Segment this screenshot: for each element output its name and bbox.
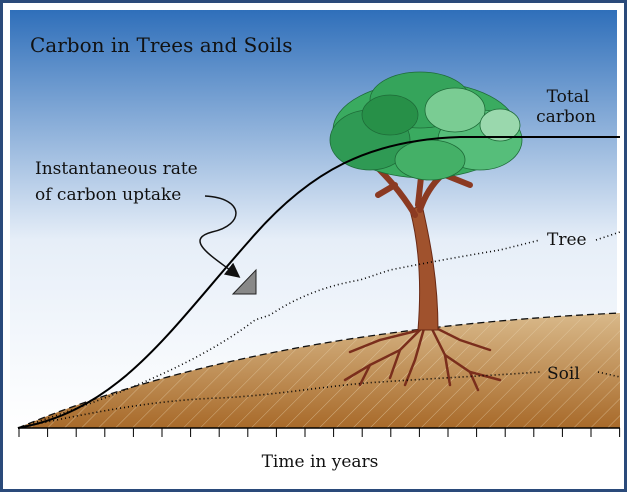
roots [343, 323, 502, 392]
tree-label: Tree [547, 230, 587, 250]
x-ticks [18, 428, 621, 437]
total-label: carbon [536, 107, 596, 127]
tree [329, 71, 523, 331]
leader-arrow [199, 195, 241, 278]
soil-label: Soil [547, 364, 580, 384]
uptake-label: of carbon uptake [35, 185, 181, 205]
x-axis-label: Time in years [262, 452, 379, 472]
uptake-label: Instantaneous rate [35, 159, 198, 179]
total-label: Total [547, 87, 590, 107]
total-carbon-curve [17, 136, 620, 429]
title: Carbon in Trees and Soils [30, 33, 292, 57]
soil-surface [17, 312, 621, 429]
soil-curve [17, 371, 621, 429]
soil-hatch [18, 313, 620, 428]
rate-triangle [231, 268, 257, 295]
tree-curve [17, 231, 621, 429]
